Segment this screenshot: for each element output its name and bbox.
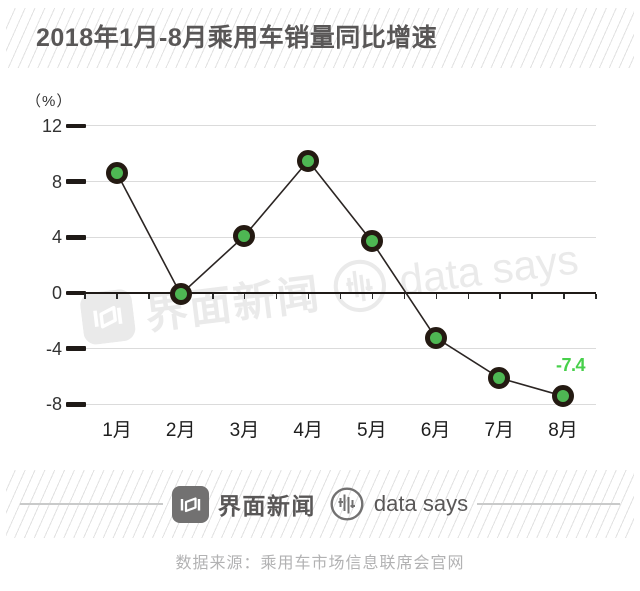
y-axis-unit-label: （%） xyxy=(26,93,73,110)
data-point xyxy=(169,283,192,306)
data-source: 数据来源：乘用车市场信息联席会官网 xyxy=(175,555,465,572)
data-point xyxy=(551,385,574,408)
x-tick xyxy=(84,294,86,299)
x-tick xyxy=(212,294,214,299)
gridline xyxy=(85,236,596,238)
x-tick xyxy=(435,294,438,299)
gridline xyxy=(85,125,596,127)
jiemian-logo-icon xyxy=(171,485,209,523)
x-tick xyxy=(563,294,565,299)
x-tick-label: 4月 xyxy=(293,420,323,441)
y-tick xyxy=(66,346,86,351)
watermark: 界面新闻 data says xyxy=(78,227,592,350)
jiemian-watermark-text: 界面新闻 xyxy=(142,269,324,339)
y-tick xyxy=(66,235,86,240)
data-point xyxy=(488,366,511,389)
header-stripes xyxy=(6,8,634,68)
x-tick-label: 8月 xyxy=(548,420,578,441)
x-tick xyxy=(371,294,374,299)
x-tick-label: 3月 xyxy=(229,420,260,441)
x-tick xyxy=(531,294,533,299)
jiemian-logo-watermark-icon xyxy=(79,287,137,345)
x-tick-label: 1月 xyxy=(102,420,132,441)
data-point xyxy=(424,326,447,349)
y-tick xyxy=(66,179,86,184)
data-point xyxy=(360,230,383,253)
x-tick xyxy=(275,294,278,299)
y-tick xyxy=(66,290,86,296)
jiemian-brand-text: 界面新闻 xyxy=(217,493,316,519)
y-tick-label: 4 xyxy=(51,227,62,248)
data-point xyxy=(233,224,256,247)
data-point xyxy=(297,149,320,172)
x-tick xyxy=(243,294,246,299)
y-tick xyxy=(66,402,86,407)
footer-left-rule xyxy=(20,503,163,505)
data-point xyxy=(106,162,128,185)
x-tick-label: 7月 xyxy=(484,420,515,441)
y-tick-label: 12 xyxy=(41,115,62,136)
gridline xyxy=(85,181,596,183)
x-tick-label: 2月 xyxy=(165,420,196,441)
x-tick xyxy=(148,294,150,299)
x-tick xyxy=(595,294,597,299)
y-tick-label: -8 xyxy=(45,394,62,415)
data-says-icon xyxy=(329,486,365,522)
y-tick xyxy=(66,123,86,129)
x-tick xyxy=(307,294,310,299)
gridline xyxy=(85,403,596,405)
x-tick-label: 6月 xyxy=(420,420,451,441)
y-tick-label: 8 xyxy=(51,171,62,192)
value-annotation: -7.4 xyxy=(555,355,586,376)
gridline xyxy=(85,348,596,350)
x-tick xyxy=(116,294,118,299)
x-tick xyxy=(339,294,342,299)
x-tick-label: 5月 xyxy=(357,420,387,441)
footer-right-rule xyxy=(477,503,621,505)
y-tick-label: 0 xyxy=(51,283,62,303)
footer-stripes: 界面新闻 data says xyxy=(6,470,634,538)
chart-title: 2018年1月-8月乘用车销量同比增速 xyxy=(36,24,438,52)
x-tick xyxy=(403,294,406,299)
data-says-watermark-icon xyxy=(329,254,391,316)
x-tick xyxy=(499,294,501,299)
x-tick xyxy=(467,294,469,299)
data-says-text: data says xyxy=(373,491,469,516)
y-tick-label: -4 xyxy=(45,338,62,359)
